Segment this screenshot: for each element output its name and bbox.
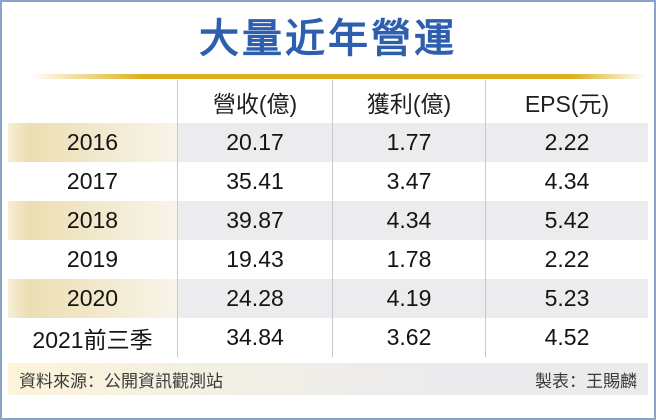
page-title: 大量近年營運 <box>199 17 457 61</box>
cell-revenue: 39.87 <box>177 201 332 240</box>
table-row: 2020 24.28 4.19 5.23 <box>8 279 648 318</box>
source-bar: 資料來源：公開資訊觀測站 製表：王賜麟 <box>8 363 648 395</box>
cell-eps: 4.34 <box>485 162 648 201</box>
cell-eps: 4.52 <box>485 318 648 357</box>
row-year: 2016 <box>8 123 177 162</box>
cell-eps: 5.42 <box>485 201 648 240</box>
cell-profit: 4.19 <box>332 279 485 318</box>
data-source-label: 資料來源：公開資訊觀測站 <box>19 371 223 391</box>
header-profit: 獲利(億) <box>332 80 485 123</box>
cell-revenue: 34.84 <box>177 318 332 357</box>
header-corner <box>8 80 177 123</box>
table-header-row: 營收(億) 獲利(億) EPS(元) <box>8 80 648 123</box>
cell-revenue: 20.17 <box>177 123 332 162</box>
cell-eps: 2.22 <box>485 123 648 162</box>
row-year: 2020 <box>8 279 177 318</box>
cell-profit: 3.62 <box>332 318 485 357</box>
cell-eps: 5.23 <box>485 279 648 318</box>
cell-profit: 3.47 <box>332 162 485 201</box>
cell-eps: 2.22 <box>485 240 648 279</box>
table-row: 2021前三季 34.84 3.62 4.52 <box>8 318 648 357</box>
header-eps: EPS(元) <box>485 80 648 123</box>
header-revenue: 營收(億) <box>177 80 332 123</box>
table-row: 2019 19.43 1.78 2.22 <box>8 240 648 279</box>
table-row: 2017 35.41 3.47 4.34 <box>8 162 648 201</box>
row-year: 2017 <box>66 168 119 194</box>
title-underline-rule <box>30 74 646 79</box>
row-year: 2018 <box>8 201 177 240</box>
cell-profit: 4.34 <box>332 201 485 240</box>
row-year: 2019 <box>66 246 119 272</box>
row-year: 2021前三季 <box>32 326 153 353</box>
cell-revenue: 35.41 <box>177 162 332 201</box>
cell-revenue: 24.28 <box>177 279 332 318</box>
credit-label: 製表：王賜麟 <box>535 371 637 391</box>
cell-revenue: 19.43 <box>177 240 332 279</box>
table-row: 2016 20.17 1.77 2.22 <box>8 123 648 162</box>
table-row: 2018 39.87 4.34 5.42 <box>8 201 648 240</box>
cell-profit: 1.78 <box>332 240 485 279</box>
operations-table: 營收(億) 獲利(億) EPS(元) 2016 20.17 1.77 2.22 … <box>8 80 648 357</box>
cell-profit: 1.77 <box>332 123 485 162</box>
